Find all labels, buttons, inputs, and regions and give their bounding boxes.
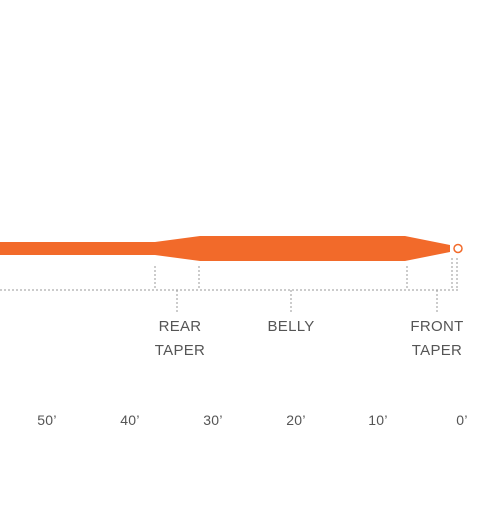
fly-line-shape [0, 236, 450, 261]
belly-label-line1: BELLY [267, 318, 315, 335]
rear-taper-label-line1: REAR [158, 318, 202, 335]
rear-taper-label: REAR TAPER [135, 315, 225, 363]
scale-tick-20: 20’ [286, 412, 306, 428]
rear-taper-label-line2: TAPER [154, 342, 206, 359]
scale-tick-50: 50’ [37, 412, 57, 428]
scale-tick-40: 40’ [120, 412, 140, 428]
front-taper-label: FRONT TAPER [392, 315, 482, 363]
front-taper-label-line2: TAPER [411, 342, 463, 359]
front-taper-label-line1: FRONT [410, 318, 464, 335]
scale-tick-0: 0’ [456, 412, 468, 428]
scale-tick-10: 10’ [368, 412, 388, 428]
fly-line-tip-loop [453, 243, 463, 254]
scale-tick-30: 30’ [203, 412, 223, 428]
belly-label: BELLY [246, 315, 336, 339]
